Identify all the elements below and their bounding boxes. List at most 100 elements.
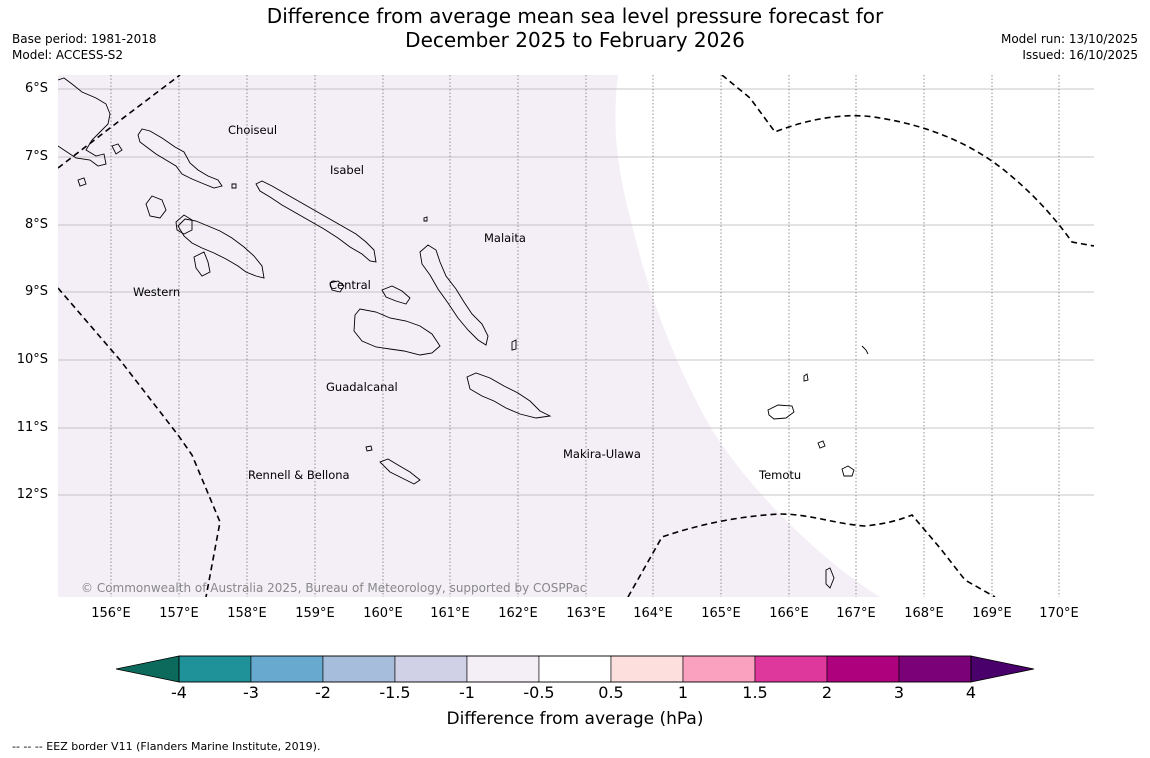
coastline-bellona [365, 445, 373, 452]
eez-border [58, 75, 181, 169]
lon-label: 165°E [701, 606, 741, 621]
colorbar-label: Difference from average (hPa) [446, 709, 704, 729]
colorbar-bin [466, 655, 540, 683]
region-label-malaita: Malaita [484, 231, 526, 245]
eez-footnote: -- -- -- EEZ border V11 (Flanders Marine… [12, 740, 321, 753]
lat-label: 7°S [24, 149, 48, 164]
lon-label: 156°E [91, 606, 131, 621]
coastline-rendova [193, 251, 211, 277]
colorbar-bin [250, 655, 324, 683]
coastline-islet-1 [511, 339, 517, 351]
colorbar-bin [178, 655, 252, 683]
colorbar-tick: -2 [315, 683, 331, 702]
coastline-kolombangara [175, 214, 193, 235]
coastline-shortland [111, 143, 123, 155]
model-run: Model run: 13/10/2025 [1000, 32, 1138, 46]
lat-label: 12°S [16, 487, 48, 502]
model-name: Model: ACCESS-S2 [12, 48, 124, 62]
coastline-makira [466, 372, 552, 419]
copyright-notice: © Commonwealth of Australia 2025, Bureau… [81, 581, 587, 595]
region-label-central: Central [329, 278, 371, 292]
eez-border [627, 513, 996, 597]
colorbar-tick: 4 [965, 683, 977, 702]
lon-label: 167°E [836, 606, 876, 621]
colorbar-tick: 1 [677, 683, 689, 702]
coastline-rennell [379, 458, 421, 485]
region-label-makira-ulawa: Makira-Ulawa [563, 447, 641, 461]
anomaly-shading [58, 75, 880, 597]
title-line-1: Difference from average mean sea level p… [266, 4, 884, 28]
lon-label: 161°E [430, 606, 470, 621]
coastline-small-w [77, 177, 87, 187]
coastline-savo [329, 280, 345, 293]
region-label-western: Western [133, 285, 181, 299]
title-line-2: December 2025 to February 2026 [405, 28, 745, 52]
colorbar-bin [682, 655, 756, 683]
region-label-choiseul: Choiseul [228, 123, 278, 137]
coastline-anuta [825, 567, 835, 589]
coastline-vanikoro [841, 465, 855, 477]
region-label-isabel: Isabel [330, 163, 365, 177]
coastline-guadalcanal [353, 308, 441, 356]
lon-label: 162°E [498, 606, 538, 621]
colorbar-bin [754, 655, 828, 683]
colorbar-bin [826, 655, 900, 683]
lon-label: 166°E [769, 606, 809, 621]
lon-label: 163°E [566, 606, 606, 621]
lon-label: 164°E [633, 606, 673, 621]
lat-label: 8°S [24, 217, 48, 232]
colorbar-tick: 3 [893, 683, 905, 702]
colorbar-bin [394, 655, 468, 683]
lon-label: 169°E [972, 606, 1012, 621]
eez-border [721, 75, 1094, 247]
lat-label: 9°S [24, 284, 48, 299]
colorbar-extend-high [970, 655, 1035, 683]
coastline-islet-3 [231, 183, 237, 189]
lon-label: 160°E [363, 606, 403, 621]
region-label-temotu: Temotu [759, 468, 802, 482]
colorbar-bin [538, 655, 612, 683]
meta-right: Model run: 13/10/2025 Issued: 16/10/2025 [1001, 31, 1138, 63]
lat-label: 6°S [24, 81, 48, 96]
lat-label: 11°S [16, 420, 48, 435]
coastline-vella [145, 195, 167, 219]
coastline-florida [381, 285, 411, 305]
coastline-choiseul [137, 128, 223, 189]
colorbar-bin [322, 655, 396, 683]
colorbar-extend-low [115, 655, 180, 683]
colorbar-tick: 0.5 [598, 683, 624, 702]
lon-label: 158°E [227, 606, 267, 621]
coastline-newgeorgia [177, 218, 265, 279]
colorbar-tick: 1.5 [742, 683, 768, 702]
coastline-malaita [419, 244, 489, 346]
meta-left: Base period: 1981-2018 Model: ACCESS-S2 [12, 31, 157, 63]
colorbar-bin [610, 655, 684, 683]
coastline-utupua [817, 440, 826, 449]
coastline-santacruz [767, 404, 795, 420]
colorbar-tick: -3 [243, 683, 259, 702]
coastline-islet-4 [423, 216, 428, 222]
lon-label: 157°E [159, 606, 199, 621]
colorbar-tick: -0.5 [523, 683, 555, 702]
coastline-reef [803, 373, 809, 382]
lon-label: 168°E [904, 606, 944, 621]
colorbar-tick: -4 [171, 683, 187, 702]
colorbar-tick: -1 [459, 683, 475, 702]
region-label-rennell-bellona: Rennell & Bellona [248, 468, 350, 482]
map-title: Difference from average mean sea level p… [0, 4, 1150, 52]
base-period: Base period: 1981-2018 [12, 32, 157, 46]
eez-border [58, 287, 221, 597]
lat-label: 10°S [16, 352, 48, 367]
issued-date: Issued: 16/10/2025 [1022, 48, 1138, 62]
lon-label: 159°E [295, 606, 335, 621]
lon-label: 170°E [1039, 606, 1079, 621]
region-label-guadalcanal: Guadalcanal [326, 380, 398, 394]
map-area [58, 75, 1094, 597]
colorbar-frame [178, 655, 972, 683]
coastline-bougainville [58, 77, 111, 167]
coastline-isabel [255, 180, 377, 263]
colorbar-bin [898, 655, 972, 683]
coastline-islet-2 [861, 345, 869, 355]
